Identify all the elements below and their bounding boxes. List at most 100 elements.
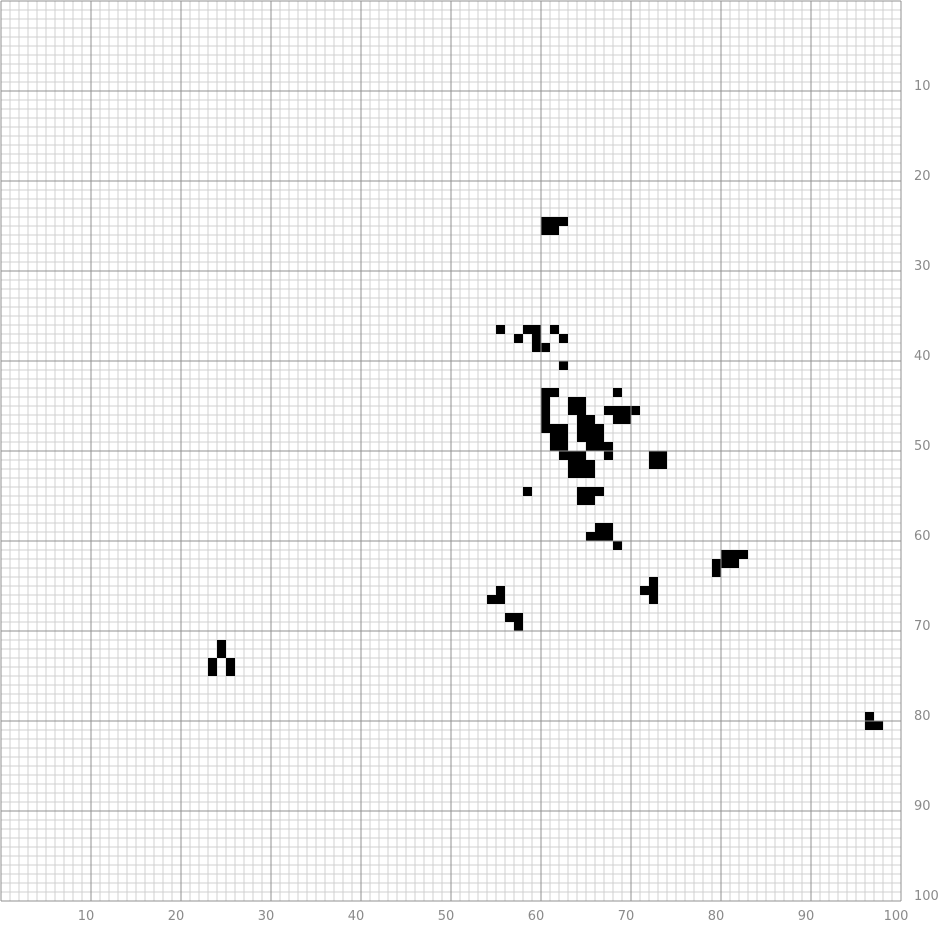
filled-cell xyxy=(631,406,640,415)
y-tick-label: 20 xyxy=(914,169,931,184)
x-tick-label: 70 xyxy=(618,909,635,924)
y-tick-label: 30 xyxy=(914,259,931,274)
filled-cell xyxy=(640,586,649,595)
filled-cell xyxy=(577,415,586,424)
filled-cell xyxy=(658,451,667,460)
filled-cell xyxy=(532,334,541,343)
filled-cell xyxy=(523,325,532,334)
y-tick-label: 60 xyxy=(914,529,931,544)
filled-cell xyxy=(721,559,730,568)
x-tick-label: 50 xyxy=(438,909,455,924)
filled-cell xyxy=(595,433,604,442)
filled-cell xyxy=(577,487,586,496)
filled-cell xyxy=(586,442,595,451)
filled-cell xyxy=(613,415,622,424)
filled-cell xyxy=(217,649,226,658)
filled-cell xyxy=(739,550,748,559)
filled-cell xyxy=(865,721,874,730)
filled-cell xyxy=(730,550,739,559)
filled-cell xyxy=(577,397,586,406)
filled-cell xyxy=(577,451,586,460)
filled-cell xyxy=(208,667,217,676)
filled-cell xyxy=(217,640,226,649)
x-tick-label: 60 xyxy=(528,909,545,924)
filled-cell xyxy=(712,568,721,577)
filled-cell xyxy=(532,325,541,334)
filled-cell xyxy=(604,451,613,460)
filled-cell xyxy=(559,451,568,460)
filled-cell xyxy=(613,541,622,550)
filled-cell xyxy=(649,451,658,460)
filled-cell xyxy=(595,487,604,496)
filled-cell xyxy=(577,433,586,442)
filled-cell xyxy=(541,217,550,226)
filled-cell xyxy=(595,424,604,433)
filled-cell xyxy=(541,388,550,397)
filled-cells xyxy=(208,217,883,730)
filled-cell xyxy=(604,442,613,451)
major-grid xyxy=(0,0,902,902)
filled-cell xyxy=(586,532,595,541)
filled-cell xyxy=(577,424,586,433)
filled-cell xyxy=(568,451,577,460)
filled-cell xyxy=(586,415,595,424)
filled-cell xyxy=(568,460,577,469)
y-tick-label: 90 xyxy=(914,799,931,814)
x-tick-label: 100 xyxy=(884,909,909,924)
x-tick-label: 30 xyxy=(258,909,275,924)
filled-cell xyxy=(226,658,235,667)
filled-cell xyxy=(550,442,559,451)
filled-cell xyxy=(208,658,217,667)
filled-cell xyxy=(649,460,658,469)
filled-cell xyxy=(559,442,568,451)
y-axis-tick-labels: 10 20 30 40 50 60 70 80 90 100 xyxy=(914,79,939,904)
filled-cell xyxy=(226,667,235,676)
filled-cell xyxy=(496,325,505,334)
filled-cell xyxy=(622,415,631,424)
y-tick-label: 10 xyxy=(914,79,931,94)
filled-cell xyxy=(712,559,721,568)
filled-cell xyxy=(874,721,883,730)
filled-cell xyxy=(550,217,559,226)
filled-cell xyxy=(541,424,550,433)
filled-cell xyxy=(559,361,568,370)
x-axis-tick-labels: 10 20 30 40 50 60 70 80 90 100 xyxy=(78,909,909,924)
filled-cell xyxy=(577,406,586,415)
y-tick-label: 80 xyxy=(914,709,931,724)
x-tick-label: 10 xyxy=(78,909,95,924)
filled-cell xyxy=(550,388,559,397)
filled-cell xyxy=(577,496,586,505)
filled-cell xyxy=(595,532,604,541)
filled-cell xyxy=(613,406,622,415)
filled-cell xyxy=(496,586,505,595)
filled-cell xyxy=(577,460,586,469)
filled-cell xyxy=(559,424,568,433)
filled-cell xyxy=(649,586,658,595)
filled-cell xyxy=(595,523,604,532)
filled-cell xyxy=(496,595,505,604)
filled-cell xyxy=(568,406,577,415)
filled-cell xyxy=(523,487,532,496)
filled-cell xyxy=(586,460,595,469)
filled-cell xyxy=(568,469,577,478)
filled-cell xyxy=(541,226,550,235)
filled-cell xyxy=(613,388,622,397)
filled-cell xyxy=(550,325,559,334)
filled-cell xyxy=(649,595,658,604)
y-tick-label: 40 xyxy=(914,349,931,364)
filled-cell xyxy=(586,433,595,442)
y-tick-label: 50 xyxy=(914,439,931,454)
filled-cell xyxy=(514,334,523,343)
filled-cell xyxy=(514,622,523,631)
filled-cell xyxy=(595,442,604,451)
filled-cell xyxy=(721,550,730,559)
filled-cell xyxy=(559,334,568,343)
filled-cell xyxy=(541,397,550,406)
x-tick-label: 80 xyxy=(708,909,725,924)
filled-cell xyxy=(604,523,613,532)
filled-cell xyxy=(730,559,739,568)
filled-cell xyxy=(559,433,568,442)
filled-cell xyxy=(649,577,658,586)
filled-cell xyxy=(568,397,577,406)
filled-cell xyxy=(586,469,595,478)
